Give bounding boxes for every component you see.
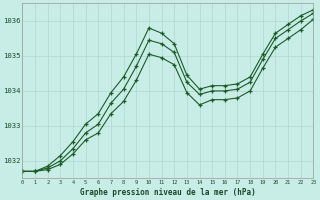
X-axis label: Graphe pression niveau de la mer (hPa): Graphe pression niveau de la mer (hPa) bbox=[80, 188, 256, 197]
